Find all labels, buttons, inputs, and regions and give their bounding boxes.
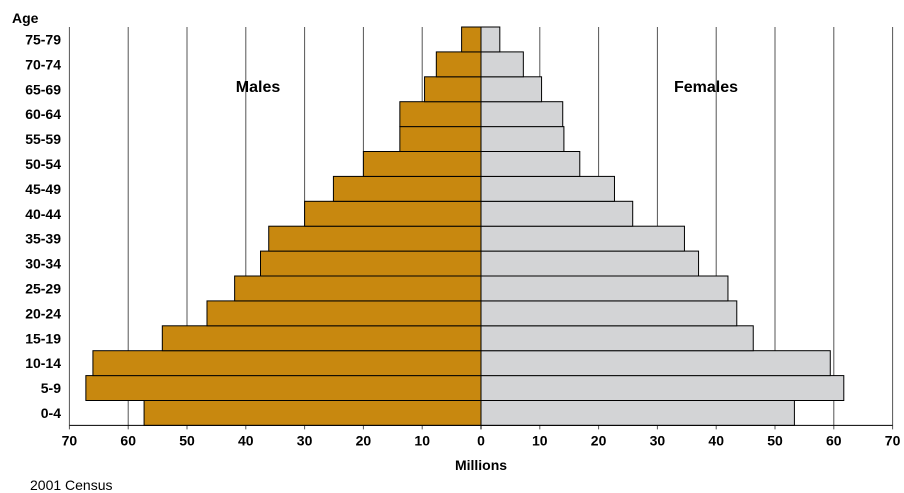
y-axis-title: Age bbox=[12, 10, 39, 26]
x-tick-label: 40 bbox=[708, 432, 724, 448]
bar-females-60-64 bbox=[480, 101, 564, 128]
x-tick-label: 10 bbox=[414, 432, 430, 448]
bar-males-75-79 bbox=[461, 26, 482, 53]
bar-males-55-59 bbox=[399, 126, 482, 152]
bar-males-70-74 bbox=[435, 51, 482, 78]
x-tick-label: 0 bbox=[477, 432, 485, 448]
x-tick-label: 70 bbox=[62, 432, 78, 448]
x-tick-label: 40 bbox=[238, 432, 254, 448]
y-tick-label: 5-9 bbox=[41, 380, 61, 396]
bar-males-45-49 bbox=[332, 175, 482, 202]
bar-females-30-34 bbox=[480, 250, 700, 277]
y-tick-label: 20-24 bbox=[25, 305, 61, 321]
x-tick-label: 70 bbox=[885, 432, 901, 448]
bar-females-55-59 bbox=[480, 126, 565, 152]
bar-females-70-74 bbox=[480, 51, 524, 78]
bar-males-30-34 bbox=[260, 250, 482, 277]
bar-males-50-54 bbox=[362, 151, 482, 177]
y-tick-label: 45-49 bbox=[25, 181, 61, 197]
x-tick-label: 50 bbox=[179, 432, 195, 448]
y-tick-label: 10-14 bbox=[25, 355, 61, 371]
y-tick-label: 50-54 bbox=[25, 156, 61, 172]
y-tick-label: 70-74 bbox=[25, 56, 61, 72]
females-series-label: Females bbox=[674, 79, 738, 96]
x-tick-labels: 70 60 50 40 30 20 10 0 10 20 30 40 50 60 70 bbox=[62, 432, 901, 448]
y-tick-label: 35-39 bbox=[25, 231, 61, 247]
x-tick-label: 50 bbox=[767, 432, 783, 448]
bar-females-75-79 bbox=[480, 26, 501, 53]
bar-females-65-69 bbox=[480, 76, 543, 103]
bar-females-0-4 bbox=[480, 400, 795, 426]
bar-females-45-49 bbox=[480, 175, 615, 202]
y-tick-labels: 0-4 5-9 10-14 15-19 20-24 25-29 30-34 35-39 40-4… bbox=[25, 31, 61, 421]
bar-males-20-24 bbox=[206, 300, 482, 327]
y-tick-label: 75-79 bbox=[25, 31, 61, 47]
source-note: 2001 Census bbox=[30, 477, 113, 493]
x-tick-label: 20 bbox=[591, 432, 607, 448]
bar-males-5-9 bbox=[85, 375, 482, 402]
bar-females-25-29 bbox=[480, 275, 729, 302]
bar-males-25-29 bbox=[234, 275, 482, 302]
y-tick-label: 0-4 bbox=[41, 405, 61, 421]
y-tick-label: 15-19 bbox=[25, 330, 61, 346]
y-tick-label: 55-59 bbox=[25, 131, 61, 147]
y-tick-label: 65-69 bbox=[25, 81, 61, 97]
bar-females-40-44 bbox=[480, 200, 634, 227]
bar-males-35-39 bbox=[268, 225, 482, 252]
x-axis-title: Millions bbox=[455, 457, 507, 473]
bar-females-35-39 bbox=[480, 225, 685, 252]
bar-females-50-54 bbox=[480, 151, 581, 177]
x-tick-label: 60 bbox=[120, 432, 136, 448]
y-tick-label: 30-34 bbox=[25, 256, 61, 272]
bar-males-0-4 bbox=[143, 400, 482, 426]
bar-females-10-14 bbox=[480, 350, 831, 377]
males-series-label: Males bbox=[236, 79, 281, 96]
bar-males-15-19 bbox=[161, 325, 482, 352]
bar-females-5-9 bbox=[480, 375, 845, 402]
y-tick-label: 60-64 bbox=[25, 106, 61, 122]
bar-females-15-19 bbox=[480, 325, 754, 352]
bar-males-65-69 bbox=[424, 76, 482, 103]
bar-females-20-24 bbox=[480, 300, 738, 327]
x-tick-label: 20 bbox=[356, 432, 372, 448]
bar-males-60-64 bbox=[399, 101, 482, 128]
x-tick-label: 10 bbox=[532, 432, 548, 448]
y-tick-label: 25-29 bbox=[25, 280, 61, 296]
x-tick-label: 60 bbox=[826, 432, 842, 448]
bars bbox=[85, 26, 845, 430]
y-tick-label: 40-44 bbox=[25, 206, 61, 222]
bar-males-40-44 bbox=[304, 200, 482, 227]
bar-males-10-14 bbox=[92, 350, 482, 377]
x-tick-label: 30 bbox=[650, 432, 666, 448]
x-tick-label: 30 bbox=[297, 432, 313, 448]
